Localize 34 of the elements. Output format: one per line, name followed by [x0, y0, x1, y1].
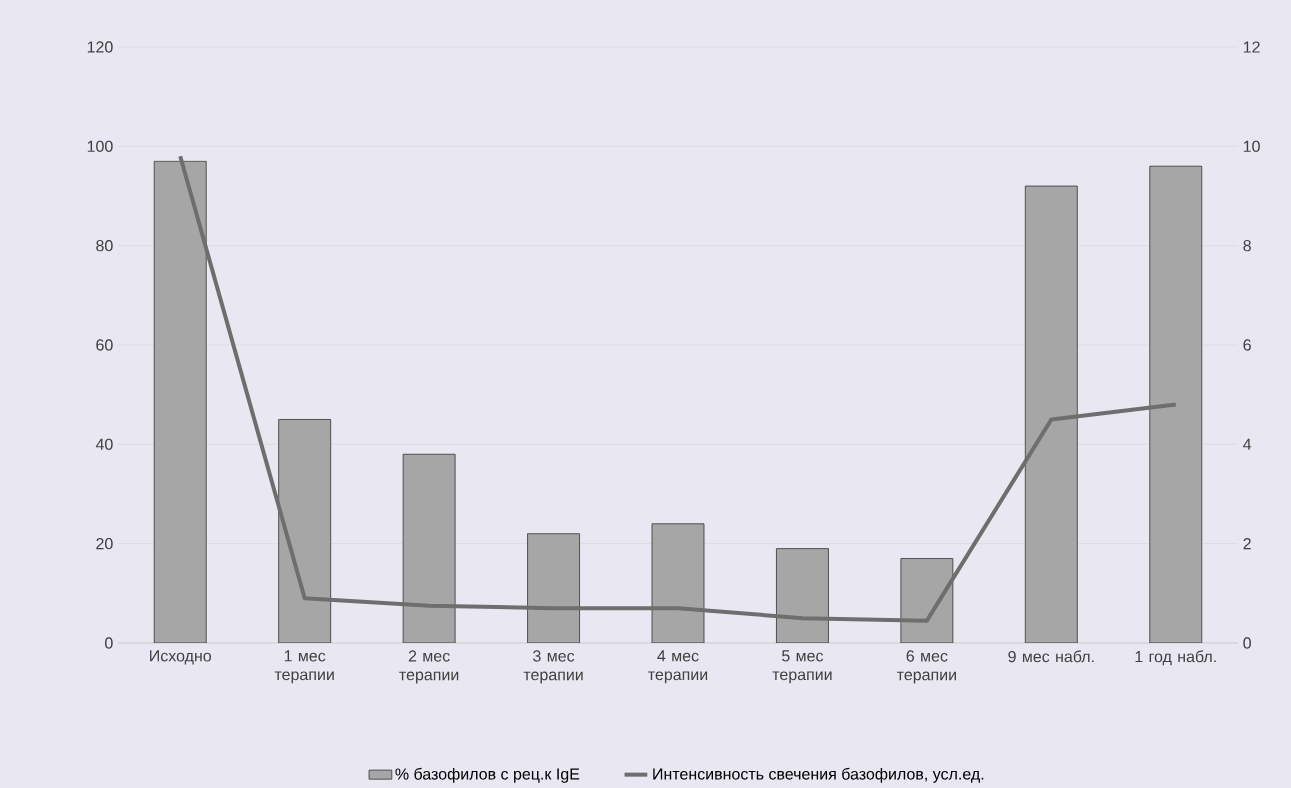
x-tick-label: 6 мес терапии: [896, 650, 956, 684]
x-tick-label: Исходно: [150, 650, 212, 665]
x-tick-label: 9 мес набл.: [1008, 650, 1094, 663]
x-tick-label: 4 мес терапии: [648, 650, 708, 684]
y-tick-label: 100: [87, 140, 113, 152]
bar: [527, 533, 580, 643]
y2-tick-label: 10: [1243, 140, 1260, 152]
y-tick-label: 120: [87, 41, 113, 53]
y2-tick-label: 6: [1243, 339, 1251, 351]
bar: [1024, 185, 1078, 643]
y2-tick-label: 4: [1243, 438, 1252, 450]
bar: [1149, 165, 1203, 643]
y-tick-label: 20: [96, 537, 113, 550]
x-tick-label: 1 мес терапии: [274, 650, 334, 684]
x-tick-label: 3 мес терапии: [523, 650, 583, 684]
y-tick-label: 80: [96, 240, 113, 252]
y2-tick-label: 2: [1243, 538, 1251, 550]
y2-tick-label: 8: [1243, 240, 1251, 252]
bar: [153, 160, 207, 643]
y-tick-label: 60: [96, 339, 113, 351]
bar: [651, 523, 705, 643]
bar: [402, 453, 456, 643]
line-series: [178, 154, 1178, 623]
y-tick-label: 40: [95, 438, 113, 450]
bar: [278, 419, 332, 643]
legend-label: % базофилов с рец.к IgE: [395, 767, 580, 783]
y-tick-label: 0: [105, 637, 113, 649]
y2-tick-label: 12: [1243, 41, 1260, 53]
bar: [776, 548, 829, 643]
legend-label: Интенсивность свечения базофилов, усл.ед.: [653, 767, 984, 783]
y2-tick-label: 0: [1243, 637, 1251, 649]
x-tick-label: 5 мес терапии: [772, 650, 832, 684]
x-tick-label: 2 мес терапии: [399, 650, 459, 684]
x-tick-label: 1 год набл.: [1135, 650, 1216, 666]
